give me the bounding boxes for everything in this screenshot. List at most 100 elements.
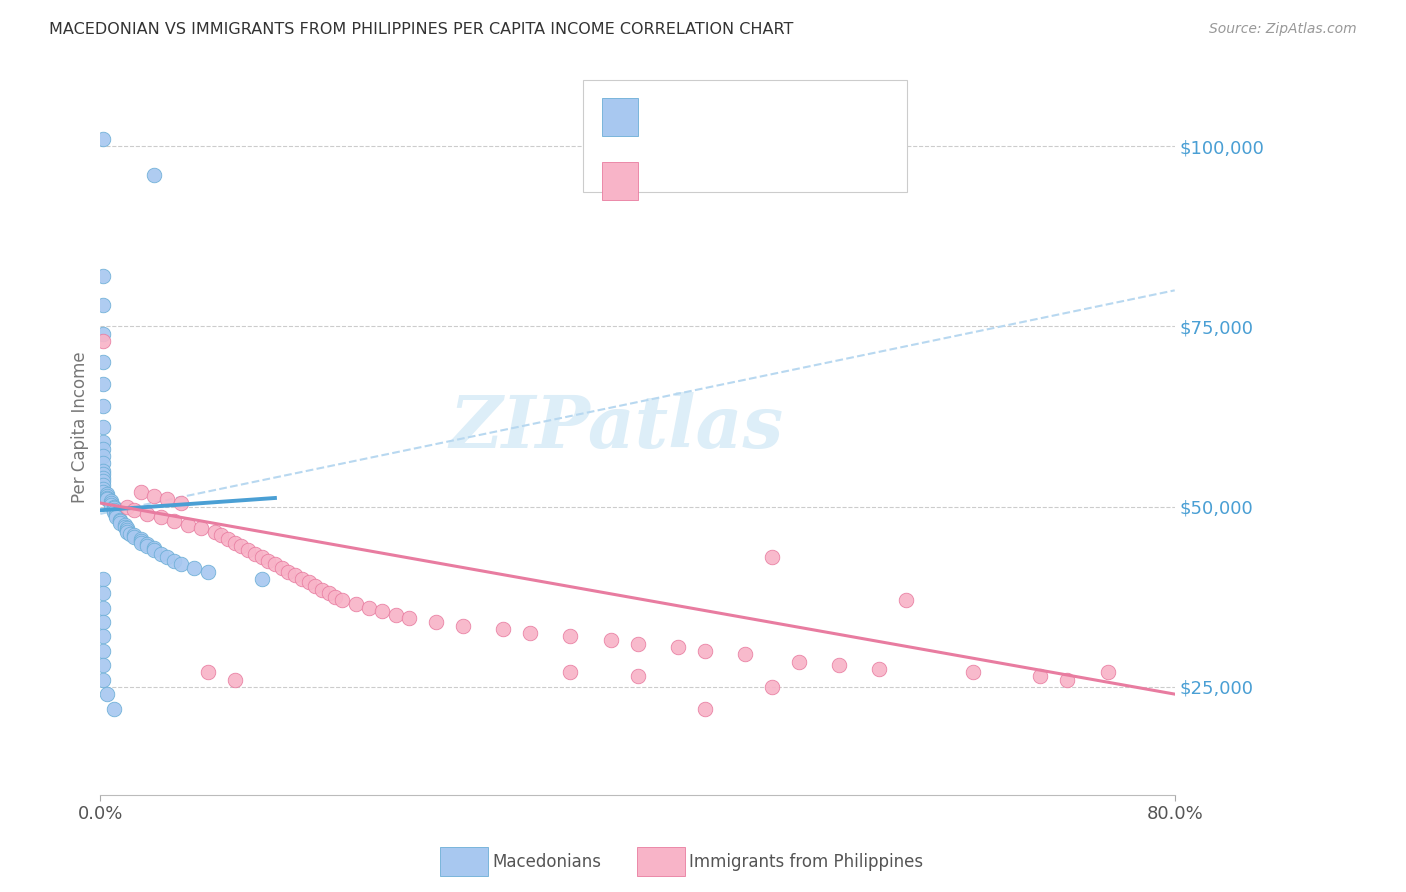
Point [297,575,319,590]
Point [129,485,152,500]
Point [103,505,125,519]
Point [96,489,118,503]
Point [110,516,132,530]
Point [156,492,179,507]
Text: ZIPatlas: ZIPatlas [449,392,783,463]
Point [91,482,114,496]
Point [91,298,114,312]
Point [100,496,122,510]
Point [105,508,128,523]
Point [122,528,145,542]
Point [91,572,114,586]
Text: 68: 68 [779,107,801,125]
Point [136,539,159,553]
Point [828,658,851,673]
Text: -0.337: -0.337 [679,171,737,189]
Point [217,532,239,546]
Point [100,494,122,508]
Point [110,514,132,528]
Point [425,615,447,629]
Point [115,523,138,537]
Point [250,550,273,565]
Point [105,510,128,524]
Point [91,586,114,600]
Point [91,658,114,673]
Point [894,593,917,607]
Point [626,669,648,683]
Point [787,655,810,669]
Point [236,542,259,557]
Point [91,673,114,687]
Point [91,334,114,348]
Point [122,503,145,517]
Point [204,524,226,539]
Point [110,513,132,527]
Point [560,665,582,680]
Point [103,503,125,517]
Point [1029,669,1052,683]
Point [100,498,122,512]
Point [492,622,515,636]
Point [91,464,114,478]
Point [103,501,125,516]
Point [96,687,118,701]
Point [143,542,166,557]
Y-axis label: Per Capita Income: Per Capita Income [72,351,89,503]
Point [91,326,114,341]
Text: 0.053: 0.053 [682,107,740,125]
Text: R =: R = [647,107,686,125]
Point [91,629,114,643]
Point [385,607,408,622]
Point [761,550,783,565]
Point [115,524,138,539]
Point [250,572,273,586]
Point [156,550,179,565]
Point [398,611,420,625]
Point [91,434,114,449]
Point [170,496,193,510]
Point [197,665,219,680]
Point [91,600,114,615]
Point [149,510,172,524]
Point [304,579,326,593]
Point [91,377,114,392]
Text: R =: R = [647,171,686,189]
Point [91,471,114,485]
Point [291,572,314,586]
Point [599,633,621,648]
Point [129,535,152,549]
Point [277,565,299,579]
Point [91,442,114,456]
Point [357,600,380,615]
Point [264,558,287,572]
Text: N =: N = [745,107,785,125]
Point [170,558,193,572]
Point [103,701,125,715]
Point [257,554,280,568]
Point [163,554,186,568]
Point [666,640,689,655]
Point [143,489,166,503]
Point [243,547,266,561]
Point [91,420,114,434]
Text: MACEDONIAN VS IMMIGRANTS FROM PHILIPPINES PER CAPITA INCOME CORRELATION CHART: MACEDONIAN VS IMMIGRANTS FROM PHILIPPINE… [49,22,793,37]
Point [197,565,219,579]
Point [451,618,474,632]
Point [91,132,114,146]
Point [344,597,367,611]
Point [325,590,347,604]
Point [519,625,541,640]
Text: N =: N = [745,171,785,189]
Point [118,527,141,541]
Text: Macedonians: Macedonians [492,853,602,871]
Point [91,475,114,489]
Point [91,456,114,470]
Point [115,521,138,535]
Point [1097,665,1119,680]
Point [626,637,648,651]
Point [91,615,114,629]
Point [91,399,114,413]
Point [91,478,114,492]
Point [115,500,138,514]
Text: Immigrants from Philippines: Immigrants from Philippines [689,853,924,871]
